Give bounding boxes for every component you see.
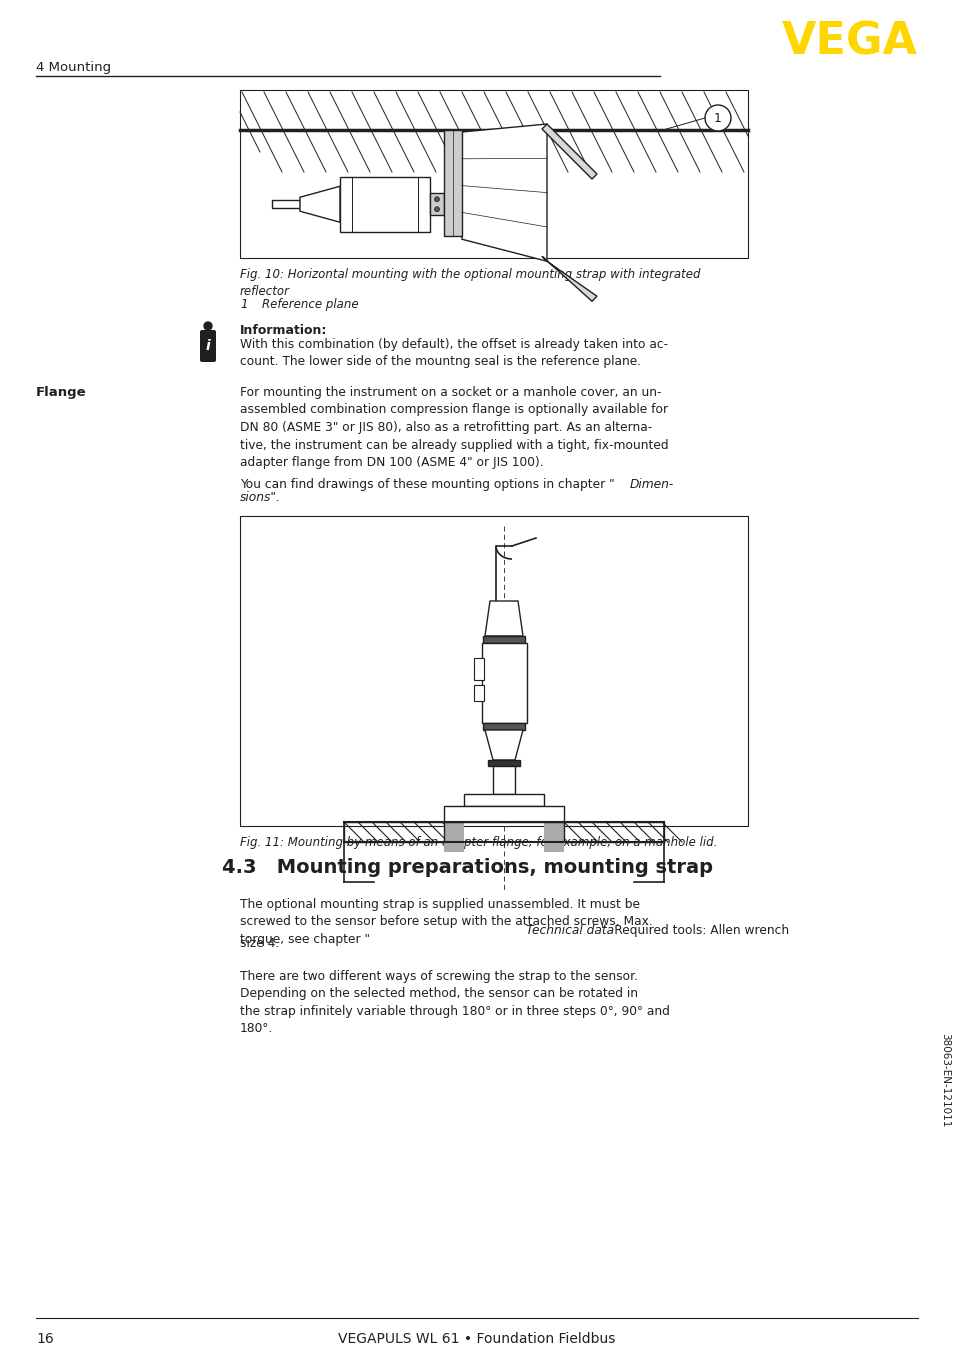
Bar bbox=[240, 516, 747, 826]
Bar bbox=[474, 658, 483, 680]
Bar bbox=[474, 685, 483, 701]
Bar bbox=[443, 806, 563, 822]
Bar bbox=[443, 822, 463, 852]
Bar bbox=[463, 793, 543, 806]
Polygon shape bbox=[484, 601, 522, 636]
Bar bbox=[344, 822, 443, 842]
Polygon shape bbox=[299, 187, 339, 222]
Text: Reference plane: Reference plane bbox=[262, 298, 358, 311]
Text: Flange: Flange bbox=[36, 386, 87, 399]
Bar bbox=[240, 89, 747, 259]
Text: Information:: Information: bbox=[240, 324, 327, 337]
Polygon shape bbox=[541, 125, 597, 179]
Bar bbox=[339, 177, 430, 233]
Bar bbox=[488, 760, 519, 766]
Text: Technical data: Technical data bbox=[525, 923, 614, 937]
Bar bbox=[430, 194, 443, 215]
Text: For mounting the instrument on a socket or a manhole cover, an un-
assembled com: For mounting the instrument on a socket … bbox=[240, 386, 668, 468]
Text: You can find drawings of these mounting options in chapter ": You can find drawings of these mounting … bbox=[240, 478, 614, 492]
Bar bbox=[493, 766, 515, 793]
Text: 4.3   Mounting preparations, mounting strap: 4.3 Mounting preparations, mounting stra… bbox=[222, 858, 712, 877]
Text: 16: 16 bbox=[36, 1332, 53, 1346]
Circle shape bbox=[434, 207, 439, 211]
FancyBboxPatch shape bbox=[200, 330, 215, 362]
Polygon shape bbox=[484, 730, 522, 760]
Bar bbox=[443, 130, 461, 236]
Text: The optional mounting strap is supplied unassembled. It must be
screwed to the s: The optional mounting strap is supplied … bbox=[240, 898, 652, 946]
Text: VEGAPULS WL 61 • Foundation Fieldbus: VEGAPULS WL 61 • Foundation Fieldbus bbox=[338, 1332, 615, 1346]
Polygon shape bbox=[461, 125, 546, 261]
Text: There are two different ways of screwing the strap to the sensor.
Depending on t: There are two different ways of screwing… bbox=[240, 969, 669, 1036]
Text: Fig. 10: Horizontal mounting with the optional mounting strap with integrated
re: Fig. 10: Horizontal mounting with the op… bbox=[240, 268, 700, 298]
Bar bbox=[482, 636, 524, 643]
Text: i: i bbox=[206, 338, 211, 353]
Text: 1: 1 bbox=[713, 111, 721, 125]
Text: VEGA: VEGA bbox=[781, 20, 917, 64]
Text: 1: 1 bbox=[240, 298, 247, 311]
Bar bbox=[543, 822, 563, 852]
Text: 4 Mounting: 4 Mounting bbox=[36, 61, 111, 74]
Circle shape bbox=[704, 106, 730, 131]
Polygon shape bbox=[541, 256, 597, 301]
Circle shape bbox=[434, 196, 439, 202]
Bar bbox=[482, 723, 524, 730]
Text: sions".: sions". bbox=[240, 492, 280, 504]
Bar bbox=[563, 822, 663, 842]
Text: With this combination (by default), the offset is already taken into ac-
count. : With this combination (by default), the … bbox=[240, 338, 667, 368]
Text: Fig. 11: Mounting by means of an adapter flange, for example, on a manhole lid.: Fig. 11: Mounting by means of an adapter… bbox=[240, 835, 717, 849]
Bar bbox=[272, 200, 299, 209]
Text: 38063-EN-121011: 38063-EN-121011 bbox=[939, 1033, 949, 1127]
Circle shape bbox=[204, 322, 212, 330]
Text: ". Required tools: Allen wrench: ". Required tools: Allen wrench bbox=[600, 923, 788, 937]
Bar bbox=[481, 643, 526, 723]
Text: Dimen-: Dimen- bbox=[629, 478, 674, 492]
Text: size 4.: size 4. bbox=[240, 937, 279, 951]
